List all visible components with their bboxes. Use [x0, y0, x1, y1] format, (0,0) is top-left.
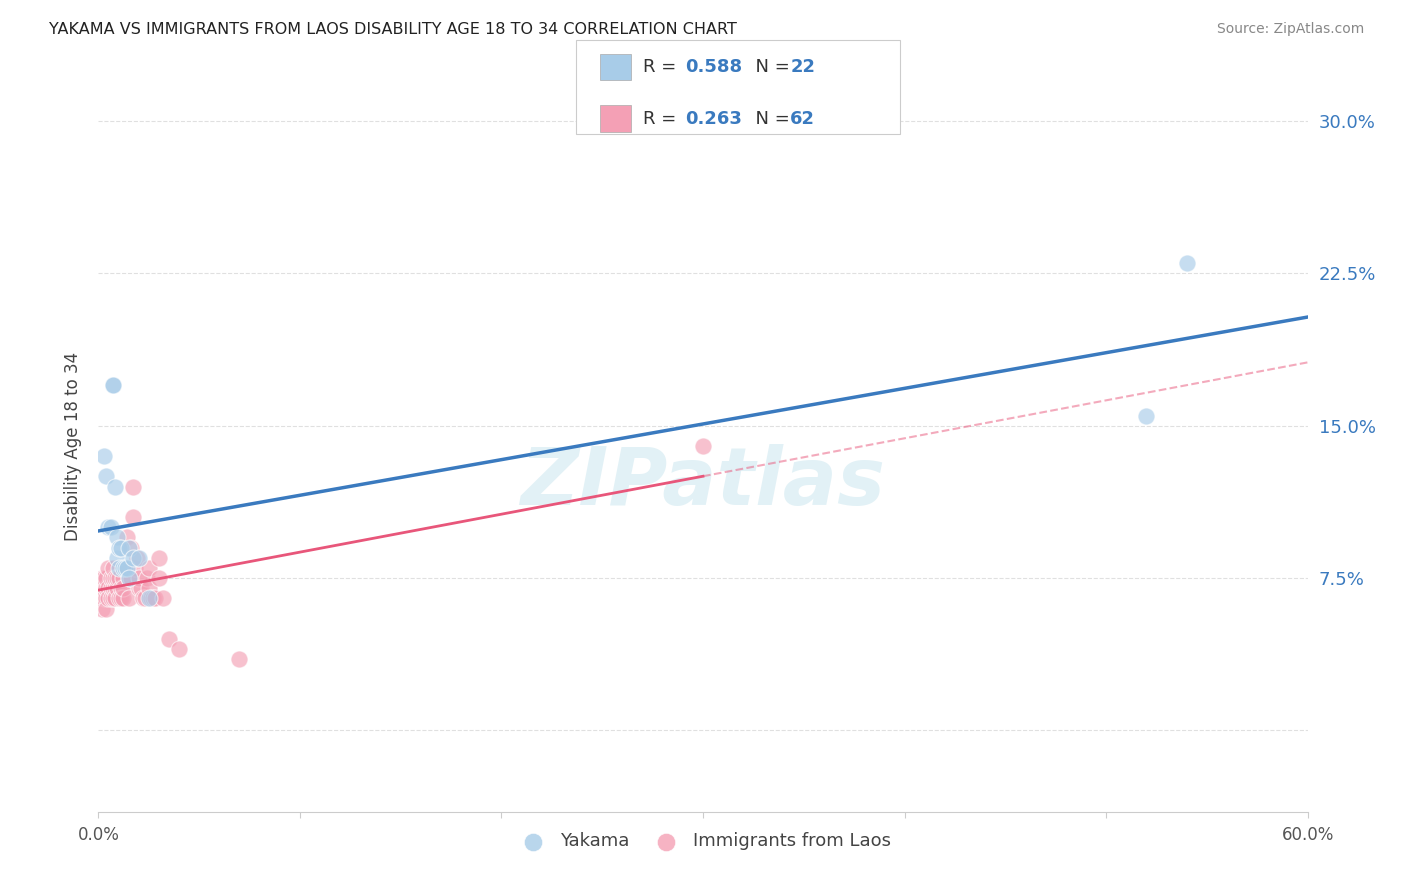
Point: [97, 581, 120, 595]
Point: [96, 601, 118, 615]
Point: [143, 591, 166, 606]
Point: [100, 571, 122, 585]
Point: [105, 571, 128, 585]
Text: 0.263: 0.263: [685, 110, 741, 128]
Point: [115, 561, 138, 575]
Point: [107, 541, 129, 555]
Point: [129, 581, 152, 595]
Point: [91, 591, 114, 606]
Point: [148, 550, 170, 565]
Point: [139, 591, 162, 606]
Point: [93, 571, 115, 585]
Point: [118, 591, 141, 606]
Point: [97, 561, 120, 575]
Point: [101, 581, 124, 595]
Point: [118, 571, 141, 585]
Text: 62: 62: [790, 110, 815, 128]
Point: [125, 550, 148, 565]
Point: [128, 550, 150, 565]
Point: [105, 530, 128, 544]
Point: [107, 591, 129, 606]
Point: [134, 591, 156, 606]
Point: [111, 571, 134, 585]
Point: [1175, 256, 1198, 270]
Point: [135, 571, 157, 585]
Point: [100, 520, 122, 534]
Point: [110, 581, 132, 595]
Point: [120, 541, 142, 555]
Y-axis label: Disability Age 18 to 34: Disability Age 18 to 34: [65, 351, 83, 541]
Point: [111, 561, 134, 575]
Point: [101, 561, 124, 575]
Point: [121, 480, 143, 494]
Point: [101, 378, 124, 392]
Point: [107, 561, 129, 575]
Text: YAKAMA VS IMMIGRANTS FROM LAOS DISABILITY AGE 18 TO 34 CORRELATION CHART: YAKAMA VS IMMIGRANTS FROM LAOS DISABILIT…: [49, 22, 737, 37]
Point: [101, 591, 124, 606]
Point: [96, 591, 118, 606]
Point: [138, 561, 160, 575]
Point: [115, 530, 138, 544]
Point: [114, 561, 136, 575]
Point: [107, 571, 129, 585]
Point: [118, 571, 141, 585]
Point: [100, 591, 122, 606]
Point: [101, 378, 124, 392]
Text: 0.588: 0.588: [685, 58, 742, 76]
Point: [100, 581, 122, 595]
Text: N =: N =: [744, 110, 796, 128]
Point: [142, 591, 165, 606]
Point: [110, 591, 132, 606]
Point: [91, 571, 114, 585]
Point: [148, 571, 170, 585]
Point: [152, 591, 174, 606]
Point: [114, 561, 136, 575]
Point: [228, 652, 250, 666]
Point: [93, 581, 115, 595]
Point: [120, 571, 142, 585]
Point: [124, 561, 146, 575]
Point: [97, 520, 120, 534]
Text: R =: R =: [643, 58, 682, 76]
Point: [103, 571, 125, 585]
Point: [101, 571, 124, 585]
Point: [103, 591, 125, 606]
Point: [132, 591, 155, 606]
Point: [167, 642, 190, 657]
Point: [692, 439, 714, 453]
Point: [91, 601, 114, 615]
Point: [128, 571, 150, 585]
Point: [118, 541, 141, 555]
Point: [110, 541, 132, 555]
Point: [121, 510, 143, 524]
Legend: Yakama, Immigrants from Laos: Yakama, Immigrants from Laos: [508, 825, 898, 857]
Point: [96, 571, 118, 585]
Point: [138, 581, 160, 595]
Point: [157, 632, 180, 646]
Point: [93, 449, 115, 463]
Point: [111, 591, 134, 606]
Point: [105, 550, 128, 565]
Text: R =: R =: [643, 110, 682, 128]
Point: [96, 469, 118, 483]
Point: [96, 581, 118, 595]
Text: Source: ZipAtlas.com: Source: ZipAtlas.com: [1216, 22, 1364, 37]
Point: [103, 480, 125, 494]
Point: [103, 581, 125, 595]
Point: [128, 581, 150, 595]
Point: [1135, 409, 1157, 423]
Point: [111, 581, 134, 595]
Point: [93, 591, 115, 606]
Point: [115, 561, 138, 575]
Point: [97, 591, 120, 606]
Text: ZIPatlas: ZIPatlas: [520, 443, 886, 522]
Point: [91, 581, 114, 595]
Point: [138, 591, 160, 606]
Text: 22: 22: [790, 58, 815, 76]
Point: [105, 581, 128, 595]
Point: [121, 550, 143, 565]
Text: N =: N =: [744, 58, 796, 76]
